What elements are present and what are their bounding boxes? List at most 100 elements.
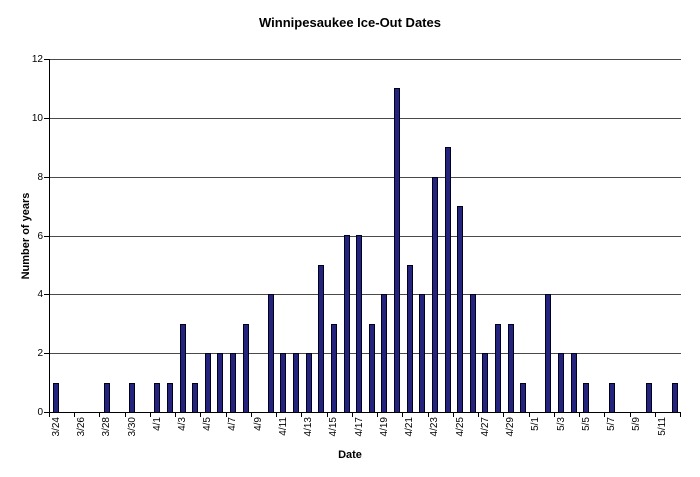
x-tick-11 [327,413,328,417]
x-tick-label-4/9: 4/9 [253,417,264,431]
y-tick-label-6: 6 [37,231,43,242]
x-tick-label-4/17: 4/17 [354,417,365,437]
x-tick-16 [453,413,454,417]
x-tick-label-3/24: 3/24 [51,417,62,437]
bar-4/6 [217,353,223,412]
x-tick-8 [251,413,252,417]
x-tick-label-5/5: 5/5 [581,417,592,431]
bar-3/24 [53,383,59,412]
bar-4/1 [154,383,160,412]
y-tick-8 [44,177,49,178]
bar-4/5 [205,353,211,412]
plot-area [49,59,681,413]
gridline-8 [50,177,681,178]
x-tick-7 [226,413,227,417]
bar-5/4 [571,353,577,412]
bar-4/18 [369,324,375,412]
x-tick-20 [554,413,555,417]
x-tick-21 [579,413,580,417]
x-tick-10 [301,413,302,417]
x-tick-label-4/7: 4/7 [227,417,238,431]
x-tick-label-4/27: 4/27 [480,417,491,437]
bar-4/14 [318,265,324,412]
gridline-4 [50,294,681,295]
y-tick-12 [44,59,49,60]
bar-4/4 [192,383,198,412]
bar-4/26 [470,294,476,412]
x-axis-title: Date [338,449,362,461]
x-tick-22 [604,413,605,417]
x-tick-label-3/30: 3/30 [127,417,138,437]
bar-4/30 [520,383,526,412]
x-tick-label-4/11: 4/11 [278,417,289,436]
y-tick-0 [44,412,49,413]
x-tick-12 [352,413,353,417]
y-tick-2 [44,353,49,354]
x-tick-label-4/25: 4/25 [455,417,466,437]
bar-5/3 [558,353,564,412]
bar-4/11 [280,353,286,412]
x-tick-17 [478,413,479,417]
x-tick-label-4/21: 4/21 [404,417,415,437]
gridline-10 [50,118,681,119]
y-tick-label-2: 2 [37,348,43,359]
gridline-12 [50,59,681,60]
x-tick-label-4/13: 4/13 [303,417,314,437]
x-tick-label-5/9: 5/9 [631,417,642,431]
bar-4/2 [167,383,173,412]
x-tick-3 [125,413,126,417]
bar-4/16 [344,235,350,412]
x-tick-19 [529,413,530,417]
bar-5/10 [646,383,652,412]
y-tick-4 [44,294,49,295]
x-tick-label-5/7: 5/7 [606,417,617,431]
x-tick-23 [630,413,631,417]
x-tick-5 [175,413,176,417]
bar-5/12 [672,383,678,412]
y-tick-6 [44,236,49,237]
x-tick-label-3/28: 3/28 [101,417,112,437]
x-tick-18 [503,413,504,417]
bar-4/17 [356,235,362,412]
chart-title: Winnipesaukee Ice-Out Dates [259,15,441,30]
bar-4/29 [508,324,514,412]
bar-4/3 [180,324,186,412]
x-tick-label-5/11: 5/11 [657,417,668,436]
gridline-2 [50,353,681,354]
x-tick-2 [99,413,100,417]
bar-4/15 [331,324,337,412]
x-tick-15 [428,413,429,417]
x-tick-9 [276,413,277,417]
y-tick-label-0: 0 [37,407,43,418]
bar-4/13 [306,353,312,412]
x-tick-4 [150,413,151,417]
x-tick-label-4/15: 4/15 [328,417,339,437]
y-tick-10 [44,118,49,119]
x-tick-label-4/3: 4/3 [177,417,188,431]
bar-5/2 [545,294,551,412]
bar-3/28 [104,383,110,412]
y-tick-label-8: 8 [37,172,43,183]
x-tick-0 [49,413,50,417]
y-tick-label-10: 10 [31,113,43,124]
bar-4/8 [243,324,249,412]
bar-4/21 [407,265,413,412]
bar-4/10 [268,294,274,412]
x-tick-13 [377,413,378,417]
gridline-6 [50,236,681,237]
x-tick-label-5/1: 5/1 [530,417,541,431]
x-tick-1 [74,413,75,417]
x-tick-6 [200,413,201,417]
bar-5/7 [609,383,615,412]
x-tick-label-4/29: 4/29 [505,417,516,437]
x-tick-25 [680,413,681,417]
bar-3/30 [129,383,135,412]
bar-4/20 [394,88,400,412]
x-tick-14 [402,413,403,417]
bar-4/22 [419,294,425,412]
bar-4/28 [495,324,501,412]
bar-4/12 [293,353,299,412]
x-tick-label-4/5: 4/5 [202,417,213,431]
bar-4/24 [445,147,451,412]
